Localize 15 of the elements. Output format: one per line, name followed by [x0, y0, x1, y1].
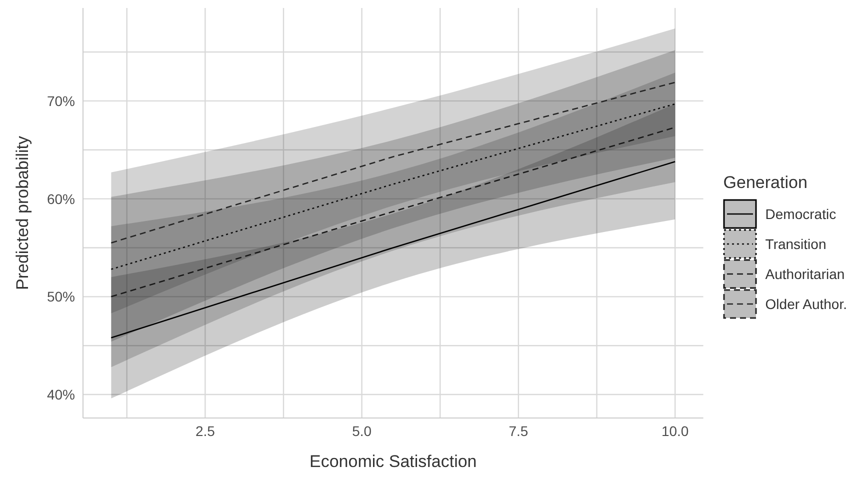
legend-title: Generation: [723, 172, 808, 192]
x-tick-label: 7.5: [508, 422, 528, 439]
y-tick-label: 60%: [46, 190, 75, 207]
y-tick-label: 70%: [46, 92, 75, 109]
y-axis-title: Predicted probability: [13, 135, 32, 290]
x-tick-label: 5.0: [352, 422, 372, 439]
legend-label: Transition: [765, 236, 826, 252]
x-axis-title: Economic Satisfaction: [310, 452, 477, 471]
x-tick-label: 2.5: [195, 422, 216, 439]
legend-label: Older Author.: [765, 296, 847, 312]
x-tick-label: 10.0: [661, 422, 689, 439]
legend-label: Authoritarian: [765, 266, 845, 282]
y-tick-label: 40%: [46, 386, 75, 402]
legend-label: Democratic: [765, 206, 836, 222]
y-tick-label: 50%: [46, 288, 75, 305]
